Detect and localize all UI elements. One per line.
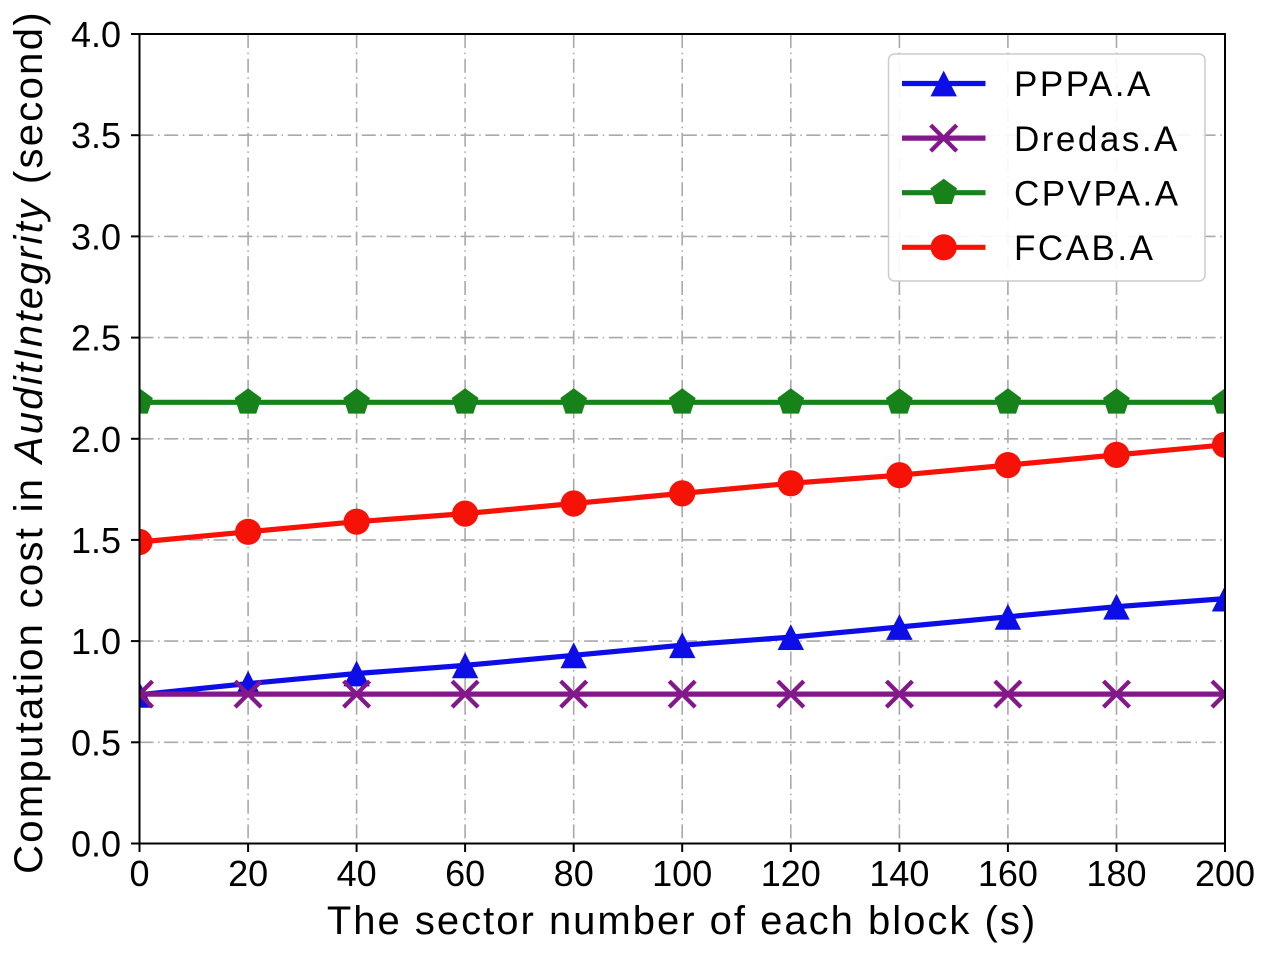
svg-text:FCAB.A: FCAB.A — [1014, 229, 1155, 268]
svg-text:Dredas.A: Dredas.A — [1014, 120, 1180, 159]
svg-text:3.0: 3.0 — [71, 216, 121, 257]
svg-text:0.5: 0.5 — [71, 722, 121, 763]
svg-text:2.0: 2.0 — [71, 419, 121, 460]
svg-text:40: 40 — [337, 853, 377, 894]
svg-text:60: 60 — [445, 853, 485, 894]
svg-text:120: 120 — [761, 853, 821, 894]
svg-text:100: 100 — [652, 853, 712, 894]
svg-text:180: 180 — [1086, 853, 1146, 894]
svg-text:2.5: 2.5 — [71, 318, 121, 359]
svg-text:PPPA.A: PPPA.A — [1014, 65, 1153, 104]
svg-text:CPVPA.A: CPVPA.A — [1014, 174, 1181, 213]
svg-text:1.0: 1.0 — [71, 621, 121, 662]
svg-text:The sector number of each bloc: The sector number of each block (s) — [327, 899, 1037, 943]
svg-text:200: 200 — [1195, 853, 1255, 894]
svg-text:140: 140 — [869, 853, 929, 894]
svg-text:Computation cost in AuditInteg: Computation cost in AuditIntegrity (seco… — [7, 10, 51, 874]
svg-text:160: 160 — [978, 853, 1038, 894]
svg-text:4.0: 4.0 — [71, 14, 121, 55]
svg-text:0: 0 — [129, 853, 149, 894]
svg-text:20: 20 — [228, 853, 268, 894]
svg-text:0.0: 0.0 — [71, 824, 121, 865]
svg-text:3.5: 3.5 — [71, 115, 121, 156]
svg-text:80: 80 — [554, 853, 594, 894]
svg-text:1.5: 1.5 — [71, 520, 121, 561]
